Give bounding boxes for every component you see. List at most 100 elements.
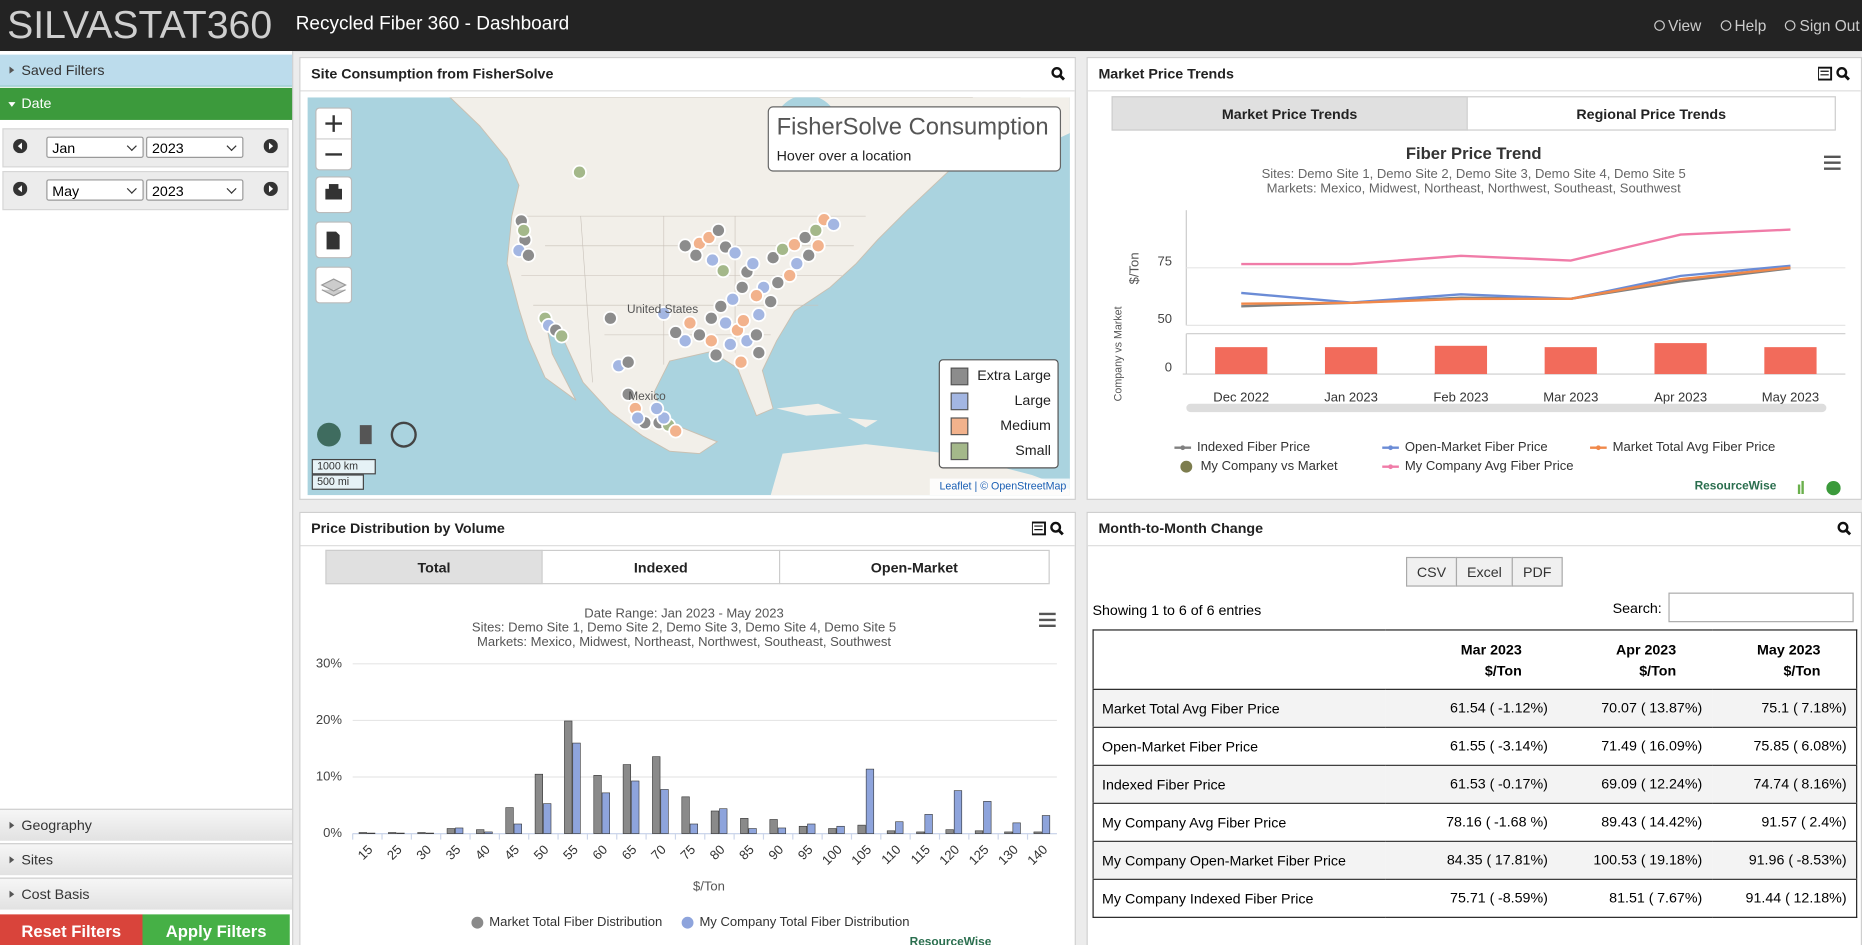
site-marker[interactable] xyxy=(711,222,726,238)
export-button[interactable]: PDF xyxy=(1511,556,1563,587)
tab[interactable]: Market Price Trends xyxy=(1111,96,1468,131)
date-section[interactable]: Date xyxy=(0,87,293,120)
site-marker[interactable] xyxy=(688,247,704,263)
site-marker[interactable] xyxy=(677,238,693,254)
site-marker[interactable] xyxy=(826,217,842,232)
prev-button[interactable] xyxy=(13,181,28,196)
map[interactable]: FisherSolve Consumption Hover over a loc… xyxy=(307,97,1070,496)
header-cell[interactable] xyxy=(1093,629,1386,690)
legend-label[interactable]: My Company Avg Fiber Price xyxy=(1405,458,1574,473)
legend-label[interactable]: Indexed Fiber Price xyxy=(1197,439,1310,454)
legend-label[interactable]: My Company vs Market xyxy=(1201,458,1338,473)
filter-section[interactable]: Geography xyxy=(0,808,293,841)
month-select[interactable]: May xyxy=(46,179,144,201)
header-cell[interactable]: May 2023 $/Ton xyxy=(1711,629,1857,690)
nav-label[interactable]: View xyxy=(1668,16,1702,35)
site-marker[interactable] xyxy=(602,310,618,326)
site-marker[interactable] xyxy=(620,354,636,370)
legend-label[interactable]: Market Total Avg Fiber Price xyxy=(1613,439,1776,454)
brand[interactable]: SILVASTAT360 xyxy=(7,2,273,47)
site-marker[interactable] xyxy=(668,423,684,439)
site-marker[interactable] xyxy=(516,222,532,238)
nav-label[interactable]: Sign Out xyxy=(1799,16,1860,35)
site-marker[interactable] xyxy=(782,268,798,283)
legend-label[interactable]: My Company Total Fiber Distribution xyxy=(699,914,909,929)
filter-section[interactable]: Sites xyxy=(0,843,293,876)
site-marker[interactable] xyxy=(649,401,665,416)
prev-button[interactable] xyxy=(13,138,28,154)
site-marker[interactable] xyxy=(810,238,826,254)
site-marker[interactable] xyxy=(727,245,743,261)
site-marker[interactable] xyxy=(765,250,781,266)
panel-icons[interactable] xyxy=(1031,521,1065,536)
site-marker[interactable] xyxy=(770,275,786,291)
site-marker[interactable] xyxy=(797,230,813,245)
site-marker[interactable] xyxy=(745,256,761,272)
nav-label[interactable]: Help xyxy=(1734,16,1767,35)
site-marker[interactable] xyxy=(749,327,764,343)
site-marker[interactable] xyxy=(713,298,729,314)
site-marker[interactable] xyxy=(677,333,693,349)
export-button[interactable] xyxy=(315,221,353,259)
site-marker[interactable] xyxy=(735,313,751,329)
site-marker[interactable] xyxy=(703,333,719,349)
site-marker[interactable] xyxy=(620,386,636,402)
nav-item[interactable]: Sign Out xyxy=(1785,16,1860,35)
site-marker[interactable] xyxy=(692,327,707,343)
legend-label[interactable]: Market Total Fiber Distribution xyxy=(489,914,662,929)
site-marker[interactable] xyxy=(763,294,779,310)
site-marker[interactable] xyxy=(722,336,738,352)
site-marker[interactable] xyxy=(554,328,570,344)
next-button[interactable] xyxy=(263,138,278,154)
site-marker[interactable] xyxy=(751,307,767,323)
zoom-icon[interactable] xyxy=(1051,66,1066,81)
site-marker[interactable] xyxy=(630,410,646,426)
site-marker[interactable] xyxy=(749,288,764,304)
site-marker[interactable] xyxy=(733,354,749,370)
tab[interactable]: Open-Market xyxy=(779,549,1050,585)
site-marker[interactable] xyxy=(572,164,587,180)
export-button[interactable]: CSV xyxy=(1406,556,1458,587)
site-marker[interactable] xyxy=(718,315,733,331)
site-marker[interactable] xyxy=(787,237,802,253)
site-marker[interactable] xyxy=(801,247,817,263)
attribution[interactable]: Leaflet | © OpenStreetMap xyxy=(939,481,1066,493)
header-cell[interactable]: Apr 2023 $/Ton xyxy=(1557,629,1712,690)
panel-icons[interactable] xyxy=(1818,66,1851,81)
tab[interactable]: Indexed xyxy=(541,549,781,585)
print-button[interactable] xyxy=(315,176,353,214)
site-marker[interactable] xyxy=(521,247,536,263)
filter-section[interactable]: Cost Basis xyxy=(0,877,293,910)
site-marker[interactable] xyxy=(705,252,720,268)
year-select[interactable]: 2023 xyxy=(146,136,244,158)
layers-button[interactable] xyxy=(315,266,353,304)
apply-button[interactable]: Apply Filters xyxy=(142,914,290,945)
search-input[interactable] xyxy=(1668,592,1854,623)
export-button[interactable]: Excel xyxy=(1455,556,1513,587)
saved-filters[interactable]: Saved Filters xyxy=(0,54,293,87)
nav-item[interactable]: View xyxy=(1653,16,1702,35)
site-marker[interactable] xyxy=(703,310,719,326)
bar xyxy=(455,827,464,834)
site-marker[interactable] xyxy=(734,279,750,295)
tab[interactable]: Total xyxy=(325,549,543,585)
site-marker[interactable] xyxy=(808,222,824,238)
header-cell[interactable]: Mar 2023 $/Ton xyxy=(1385,629,1558,690)
year-select[interactable]: 2023 xyxy=(146,179,244,201)
site-marker[interactable] xyxy=(715,263,731,279)
tab[interactable]: Regional Price Trends xyxy=(1466,96,1836,131)
site-marker[interactable] xyxy=(725,291,741,307)
site-marker[interactable] xyxy=(656,306,672,321)
bar xyxy=(681,796,690,834)
site-marker[interactable] xyxy=(708,347,724,363)
site-marker[interactable] xyxy=(668,325,684,340)
zoom-icon[interactable] xyxy=(1837,521,1852,536)
site-marker[interactable] xyxy=(682,315,698,331)
site-marker[interactable] xyxy=(789,256,805,272)
next-button[interactable] xyxy=(263,181,278,196)
month-select[interactable]: Jan xyxy=(46,136,144,158)
site-marker[interactable] xyxy=(751,345,767,361)
legend-label[interactable]: Open-Market Fiber Price xyxy=(1405,439,1548,454)
nav-item[interactable]: Help xyxy=(1720,16,1767,35)
reset-button[interactable]: Reset Filters xyxy=(0,914,143,945)
